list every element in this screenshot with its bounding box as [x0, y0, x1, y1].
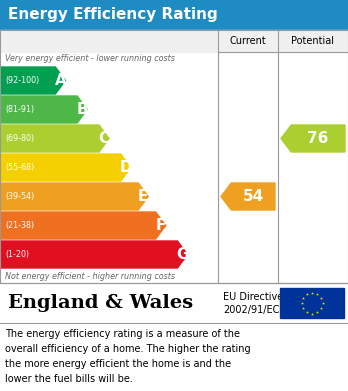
Text: (39-54): (39-54)	[5, 192, 34, 201]
Text: 76: 76	[307, 131, 329, 146]
Text: F: F	[156, 218, 166, 233]
Text: Energy Efficiency Rating: Energy Efficiency Rating	[8, 7, 218, 23]
Text: C: C	[98, 131, 110, 146]
Polygon shape	[0, 241, 188, 268]
Polygon shape	[0, 125, 109, 152]
Polygon shape	[0, 67, 65, 94]
Text: B: B	[77, 102, 88, 117]
Bar	[0, 30, 348, 52]
Text: lower the fuel bills will be.: lower the fuel bills will be.	[5, 374, 133, 384]
Text: (81-91): (81-91)	[5, 105, 34, 114]
Text: G: G	[176, 247, 189, 262]
Text: Very energy efficient - lower running costs: Very energy efficient - lower running co…	[5, 54, 175, 63]
Polygon shape	[0, 154, 131, 181]
Text: A: A	[55, 73, 66, 88]
Text: the more energy efficient the home is and the: the more energy efficient the home is an…	[5, 359, 231, 369]
Text: D: D	[119, 160, 132, 175]
Text: 54: 54	[243, 189, 264, 204]
Polygon shape	[0, 212, 166, 239]
Text: E: E	[138, 189, 149, 204]
Text: Not energy efficient - higher running costs: Not energy efficient - higher running co…	[5, 272, 175, 281]
Polygon shape	[221, 183, 275, 210]
Text: (92-100): (92-100)	[5, 76, 39, 85]
Bar	[280, 288, 344, 318]
Polygon shape	[0, 96, 87, 123]
Text: England & Wales: England & Wales	[8, 294, 193, 312]
Text: 2002/91/EC: 2002/91/EC	[223, 305, 279, 315]
Text: Potential: Potential	[292, 36, 334, 46]
Text: The energy efficiency rating is a measure of the: The energy efficiency rating is a measur…	[5, 328, 240, 339]
Text: (21-38): (21-38)	[5, 221, 34, 230]
Bar	[0, 0, 348, 30]
Bar	[0, 283, 348, 323]
Text: EU Directive: EU Directive	[223, 292, 283, 302]
Text: (55-68): (55-68)	[5, 163, 34, 172]
Text: overall efficiency of a home. The higher the rating: overall efficiency of a home. The higher…	[5, 344, 251, 354]
Bar	[0, 30, 348, 283]
Text: Current: Current	[230, 36, 266, 46]
Polygon shape	[281, 125, 345, 152]
Text: (69-80): (69-80)	[5, 134, 34, 143]
Text: (1-20): (1-20)	[5, 250, 29, 259]
Polygon shape	[0, 183, 148, 210]
